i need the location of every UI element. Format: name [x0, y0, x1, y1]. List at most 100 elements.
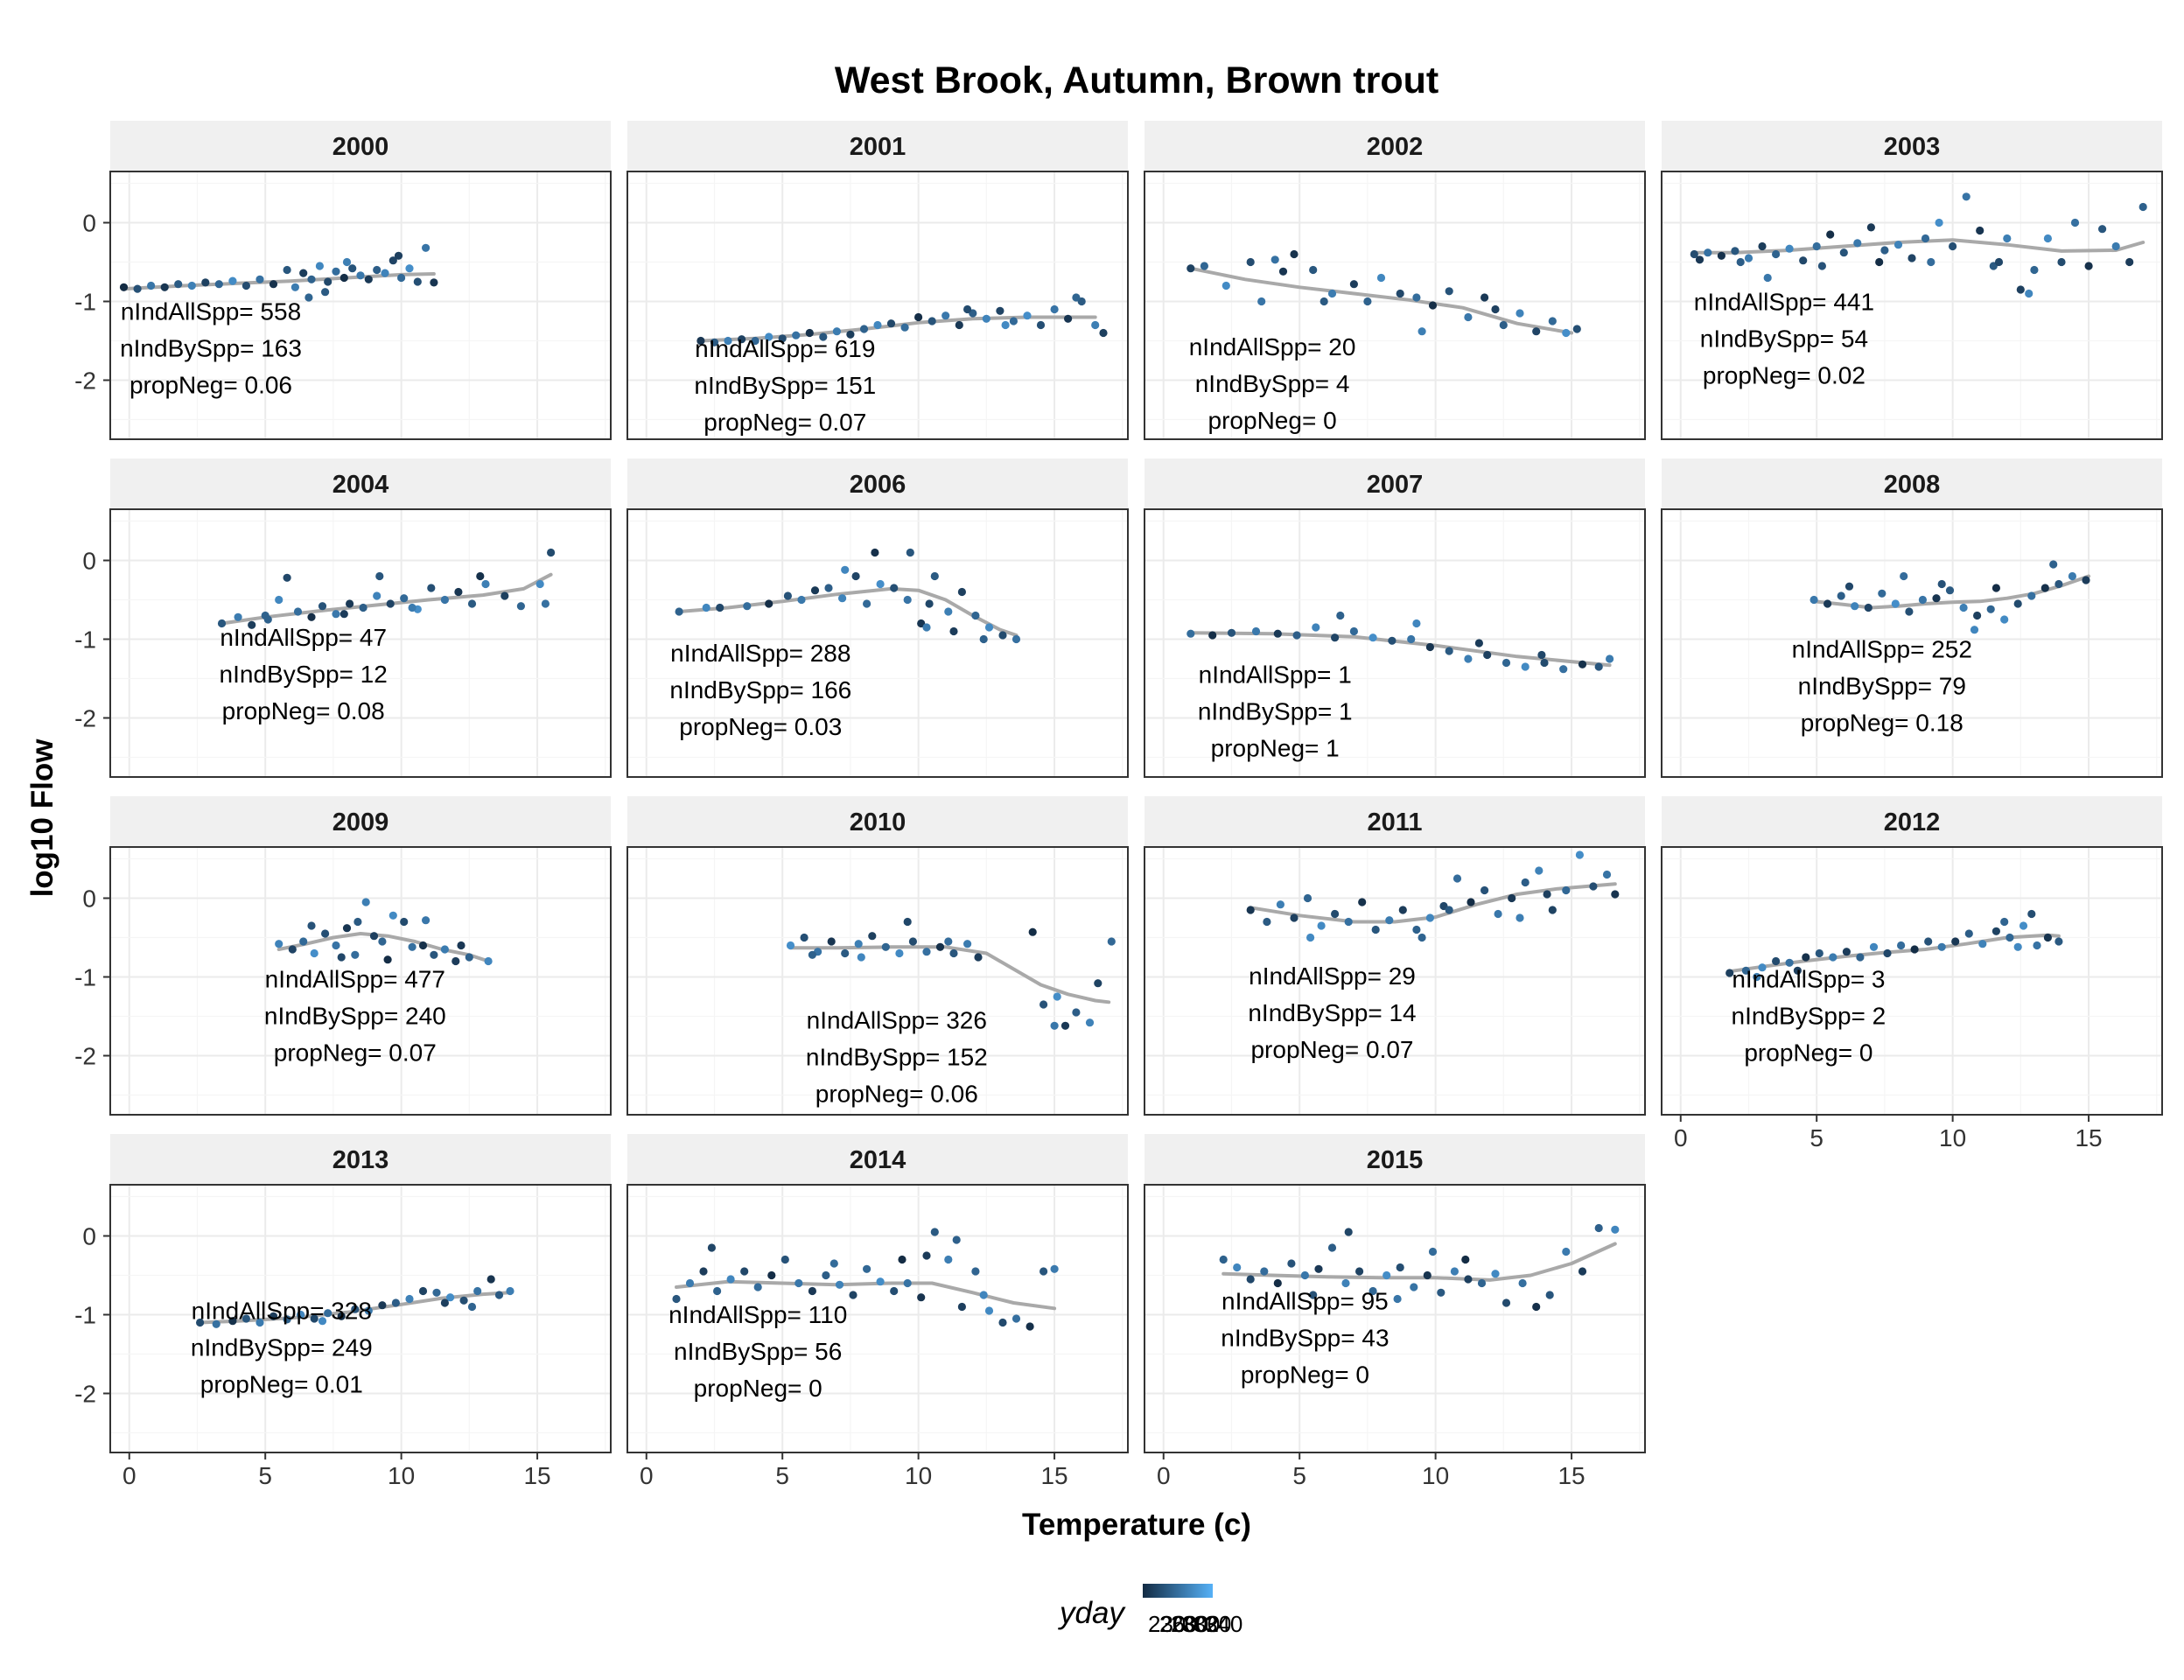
data-point: [1273, 1278, 1282, 1288]
panel-border: [109, 846, 612, 1116]
data-point: [1753, 972, 1761, 982]
data-point: [418, 1286, 428, 1296]
data-point: [1815, 948, 1824, 958]
data-point: [1222, 281, 1230, 290]
panel-border: [109, 1184, 612, 1453]
data-point: [476, 571, 485, 581]
panel-annotation-line: propNeg= 0.07: [1250, 1036, 1413, 1063]
facet-strip: [1144, 121, 1645, 172]
data-point: [299, 937, 308, 946]
data-point: [1802, 953, 1810, 962]
legend-label: 340: [1205, 1611, 1242, 1637]
facet-strip-label: 2011: [1368, 808, 1423, 836]
data-point: [1376, 273, 1386, 283]
data-point: [1246, 257, 1255, 267]
data-point: [1695, 256, 1704, 264]
data-point: [1704, 248, 1712, 257]
panel-annotation-line: nIndBySpp= 14: [1248, 999, 1416, 1026]
data-point: [1992, 927, 2000, 935]
data-point: [440, 945, 449, 954]
data-point: [2000, 615, 2009, 624]
data-point: [541, 599, 550, 608]
data-point: [890, 1286, 899, 1296]
data-point: [1875, 257, 1884, 267]
panel-background: [627, 847, 1128, 1115]
data-point: [1388, 636, 1396, 645]
data-point: [1309, 1291, 1318, 1299]
data-point: [2033, 941, 2041, 950]
data-point: [1091, 320, 1100, 330]
data-point: [1306, 933, 1315, 942]
data-point: [391, 1298, 400, 1307]
data-point: [699, 1267, 708, 1276]
data-point: [876, 1278, 885, 1286]
data-point: [890, 584, 899, 592]
data-point: [369, 932, 379, 941]
data-point: [397, 273, 406, 283]
data-point: [906, 548, 914, 557]
data-point: [354, 917, 362, 927]
data-point: [1186, 264, 1195, 273]
x-tick-label: 15: [2075, 1124, 2102, 1152]
panel-annotation-line: nIndBySpp= 56: [674, 1338, 842, 1365]
data-point: [873, 320, 882, 330]
data-point: [778, 334, 787, 343]
data-point: [1905, 607, 1914, 616]
data-point: [1992, 584, 2000, 592]
data-point: [881, 942, 890, 951]
data-point: [1978, 940, 1987, 948]
data-point: [283, 573, 291, 582]
data-point: [1233, 1263, 1242, 1272]
data-point: [1445, 647, 1453, 655]
data-point: [942, 312, 950, 320]
data-point: [536, 579, 544, 589]
data-point: [373, 265, 382, 275]
data-point: [1317, 921, 1326, 930]
data-point: [1799, 256, 1808, 265]
data-point: [898, 1255, 906, 1264]
legend-label: 300: [1182, 1611, 1220, 1637]
data-point: [2082, 576, 2090, 584]
data-point: [1368, 1286, 1377, 1296]
panel-annotation-line: nIndBySpp= 12: [220, 661, 388, 688]
data-point: [427, 584, 436, 592]
data-point: [984, 1306, 994, 1315]
data-point: [672, 1294, 681, 1304]
data-point: [984, 623, 994, 632]
data-point: [356, 271, 365, 280]
facet-strip-label: 2003: [1884, 133, 1941, 161]
facet-panel-2012: 2012 nIndAllSpp= 3 nIndBySpp= 2 propNeg= 0 0…: [1661, 796, 2163, 1152]
data-point: [1260, 1267, 1269, 1276]
smooth-trend-line: [788, 945, 1111, 1004]
data-point: [1331, 909, 1340, 919]
data-point: [1246, 906, 1255, 914]
data-point: [1866, 223, 1875, 232]
data-point: [1363, 297, 1372, 306]
panel-annotation-line: nIndBySpp= 166: [669, 676, 851, 704]
data-point: [1772, 956, 1781, 966]
data-point: [1393, 1294, 1402, 1304]
data-point: [1856, 953, 1865, 962]
data-point: [1107, 937, 1116, 946]
data-point: [275, 595, 284, 605]
data-point: [1611, 1225, 1620, 1234]
y-tick-label: 0: [82, 210, 96, 237]
data-point: [494, 1291, 504, 1299]
data-point: [908, 937, 917, 946]
data-point: [381, 269, 389, 277]
panel-background: [627, 172, 1128, 439]
panel-border: [1144, 846, 1646, 1116]
data-point: [160, 283, 169, 291]
data-point: [1726, 969, 1734, 977]
smooth-trend-line: [1727, 933, 2061, 974]
data-point: [1418, 327, 1426, 336]
data-point: [405, 1294, 414, 1304]
data-point: [1717, 251, 1726, 260]
data-point: [340, 273, 348, 283]
data-point: [1412, 925, 1421, 934]
data-point: [1853, 239, 1862, 248]
y-tick-label: -1: [74, 1302, 96, 1329]
data-point: [133, 284, 142, 293]
data-point: [293, 607, 303, 616]
